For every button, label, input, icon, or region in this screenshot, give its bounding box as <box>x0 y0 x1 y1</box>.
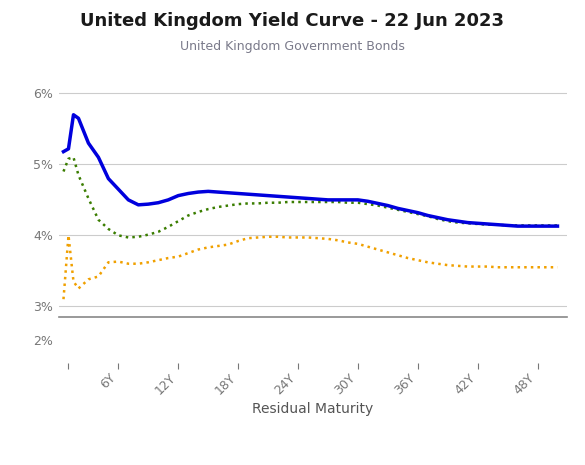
X-axis label: Residual Maturity: Residual Maturity <box>252 402 374 416</box>
United Kingdom (22 Jun 2023) <box>60 149 67 154</box>
6M ago <box>65 232 72 238</box>
1M ago <box>70 154 77 160</box>
6M ago <box>384 250 391 255</box>
1M ago <box>245 200 252 206</box>
6M ago <box>294 235 301 240</box>
1M ago <box>335 199 342 205</box>
6M ago <box>524 265 531 270</box>
United Kingdom (22 Jun 2023) <box>364 199 371 204</box>
1M ago <box>95 217 102 223</box>
6M ago <box>364 244 371 250</box>
Text: United Kingdom Government Bonds: United Kingdom Government Bonds <box>180 40 405 53</box>
1M ago <box>125 235 132 240</box>
1M ago <box>60 169 67 174</box>
1M ago <box>394 207 401 213</box>
Line: United Kingdom (22 Jun 2023): United Kingdom (22 Jun 2023) <box>64 115 558 226</box>
United Kingdom (22 Jun 2023) <box>95 154 102 160</box>
United Kingdom (22 Jun 2023) <box>70 112 77 118</box>
1M ago <box>554 223 561 228</box>
Line: 1M ago: 1M ago <box>64 157 558 238</box>
6M ago <box>554 265 561 270</box>
Text: United Kingdom Yield Curve - 22 Jun 2023: United Kingdom Yield Curve - 22 Jun 2023 <box>81 12 504 30</box>
6M ago <box>95 274 102 279</box>
United Kingdom (22 Jun 2023) <box>554 223 561 229</box>
6M ago <box>60 296 67 302</box>
United Kingdom (22 Jun 2023) <box>514 223 521 229</box>
United Kingdom (22 Jun 2023) <box>235 191 242 196</box>
6M ago <box>235 238 242 244</box>
1M ago <box>374 203 381 208</box>
United Kingdom (22 Jun 2023) <box>294 195 301 200</box>
Line: 6M ago: 6M ago <box>64 235 558 299</box>
1M ago <box>304 199 311 205</box>
United Kingdom (22 Jun 2023) <box>325 197 332 203</box>
United Kingdom (22 Jun 2023) <box>384 203 391 208</box>
